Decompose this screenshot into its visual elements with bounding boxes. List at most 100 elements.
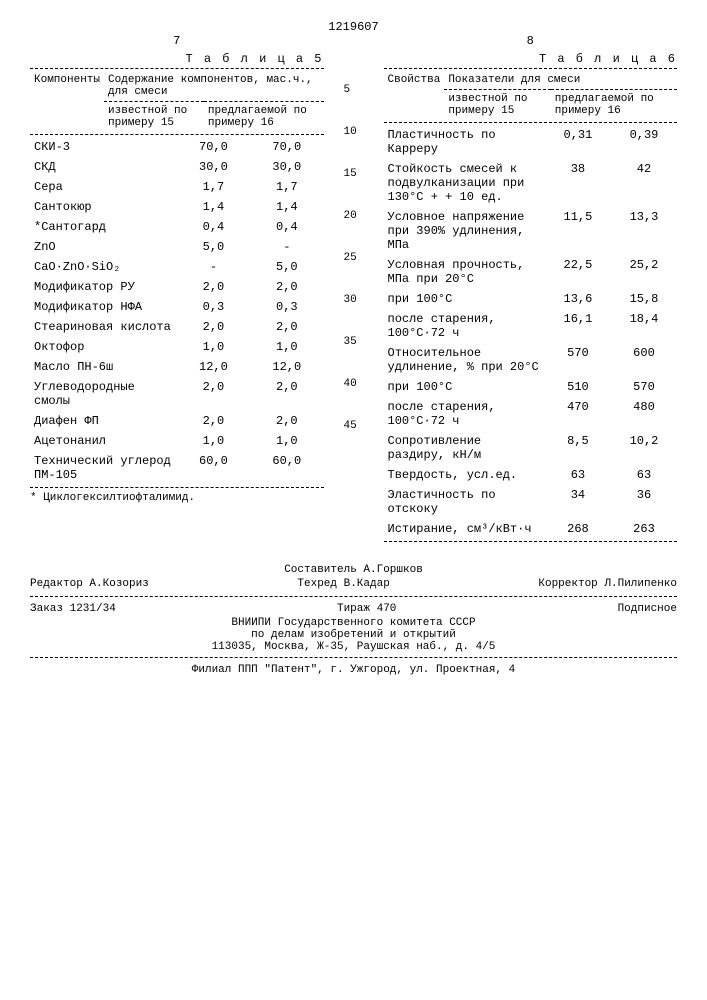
row-val1: 1,0 [177, 337, 250, 357]
table-row: СКД30,030,0 [30, 157, 324, 177]
table-row: Октофор1,01,0 [30, 337, 324, 357]
row-val2: 63 [611, 465, 677, 485]
marker: 40 [344, 378, 364, 390]
corrector: Корректор Л.Пилипенко [538, 578, 677, 590]
row-val1: 0,3 [177, 297, 250, 317]
row-val1: 63 [545, 465, 611, 485]
row-val1: 60,0 [177, 451, 250, 485]
t6-header-main: Свойства [384, 71, 445, 120]
table-row: Твердость, усл.ед.6363 [384, 465, 678, 485]
row-val2: 1,0 [250, 337, 323, 357]
row-label: СКД [30, 157, 177, 177]
row-val1: 2,0 [177, 317, 250, 337]
marker: 45 [344, 420, 364, 432]
row-label: CaO·ZnO·SiO₂ [30, 257, 177, 277]
tirazh: Тираж 470 [337, 603, 396, 615]
table-row: Сопротивление раздиру, кН/м8,510,2 [384, 431, 678, 465]
table-row: *Сантогард0,40,4 [30, 217, 324, 237]
table-row: CaO·ZnO·SiO₂-5,0 [30, 257, 324, 277]
table-row: Пластичность по Карреру0,310,39 [384, 125, 678, 159]
table-row: Технический углерод ПМ-10560,060,0 [30, 451, 324, 485]
row-label: Условная прочность, МПа при 20°С [384, 255, 545, 289]
row-val1: 570 [545, 343, 611, 377]
line-markers: 5 10 15 20 25 30 35 40 45 [344, 34, 364, 544]
marker: 30 [344, 294, 364, 306]
table-row: при 100°С13,615,8 [384, 289, 678, 309]
row-val1: 13,6 [545, 289, 611, 309]
row-label: Ацетонанил [30, 431, 177, 451]
row-label: Технический углерод ПМ-105 [30, 451, 177, 485]
row-val1: 2,0 [177, 377, 250, 411]
row-val2: 18,4 [611, 309, 677, 343]
row-val2: 60,0 [250, 451, 323, 485]
table5-title: Т а б л и ц а 5 [30, 52, 324, 66]
row-label: при 100°С [384, 289, 545, 309]
row-val2: 70,0 [250, 137, 323, 157]
row-val1: 0,4 [177, 217, 250, 237]
row-val2: 12,0 [250, 357, 323, 377]
row-val2: 570 [611, 377, 677, 397]
row-val1: 1,7 [177, 177, 250, 197]
row-label: Масло ПН-6ш [30, 357, 177, 377]
row-val2: 0,3 [250, 297, 323, 317]
table-row: Модификатор РУ2,02,0 [30, 277, 324, 297]
row-label: Пластичность по Карреру [384, 125, 545, 159]
row-val2: 0,39 [611, 125, 677, 159]
row-label: Относительное удлинение, % при 20°С [384, 343, 545, 377]
row-label: Сера [30, 177, 177, 197]
row-val1: 11,5 [545, 207, 611, 255]
row-label: Эластичность по отскоку [384, 485, 545, 519]
org1: ВНИИПИ Государственного комитета СССР [30, 617, 677, 629]
table-row: Стойкость смесей к подвулканизации при 1… [384, 159, 678, 207]
row-label: Стойкость смесей к подвулканизации при 1… [384, 159, 545, 207]
row-val1: 0,31 [545, 125, 611, 159]
table-row: Относительное удлинение, % при 20°С57060… [384, 343, 678, 377]
row-val1: 1,0 [177, 431, 250, 451]
t6-header-group: Показатели для смеси [444, 71, 677, 90]
table-row: Углеводородные смолы2,02,0 [30, 377, 324, 411]
row-val2: 42 [611, 159, 677, 207]
table-row: Условное напряжение при 390% удлинения, … [384, 207, 678, 255]
row-val2: 1,4 [250, 197, 323, 217]
row-val1: 30,0 [177, 157, 250, 177]
table-row: СКИ-370,070,0 [30, 137, 324, 157]
table-row: Истирание, см³/кВт·ч268263 [384, 519, 678, 539]
marker: 20 [344, 210, 364, 222]
t5-header-group: Содержание компонентов, мас.ч., для смес… [104, 71, 323, 102]
row-val2: 2,0 [250, 317, 323, 337]
row-val2: 1,0 [250, 431, 323, 451]
row-val1: 38 [545, 159, 611, 207]
table-row: Условная прочность, МПа при 20°С22,525,2 [384, 255, 678, 289]
t5-header-main: Компоненты [30, 71, 104, 132]
row-label: после старения, 100°С·72 ч [384, 397, 545, 431]
row-val1: 16,1 [545, 309, 611, 343]
table-row: Диафен ФП2,02,0 [30, 411, 324, 431]
row-label: Октофор [30, 337, 177, 357]
marker: 35 [344, 336, 364, 348]
table-row: Эластичность по отскоку3436 [384, 485, 678, 519]
marker: 10 [344, 126, 364, 138]
row-val1: 34 [545, 485, 611, 519]
row-val2: 36 [611, 485, 677, 519]
row-val2: 2,0 [250, 411, 323, 431]
t6-col1: известной по примеру 15 [444, 90, 550, 121]
left-column: 7 Т а б л и ц а 5 Компоненты Содержание … [30, 34, 324, 544]
tech: Техред В.Кадар [297, 578, 389, 590]
editor: Редактор А.Козориз [30, 578, 149, 590]
row-val2: 10,2 [611, 431, 677, 465]
addr2: Филиал ППП "Патент", г. Ужгород, ул. Про… [30, 664, 677, 676]
row-val1: 12,0 [177, 357, 250, 377]
row-val1: 70,0 [177, 137, 250, 157]
addr1: 113035, Москва, Ж-35, Раушская наб., д. … [30, 641, 677, 653]
row-val1: 5,0 [177, 237, 250, 257]
table6: Свойства Показатели для смеси известной … [384, 71, 678, 120]
table-row: Сантокюр1,41,4 [30, 197, 324, 217]
table-row: Масло ПН-6ш12,012,0 [30, 357, 324, 377]
row-val2: 30,0 [250, 157, 323, 177]
marker: 25 [344, 252, 364, 264]
row-val2: - [250, 237, 323, 257]
marker: 15 [344, 168, 364, 180]
t6-col2: предлагаемой по примеру 16 [551, 90, 677, 121]
row-label: Углеводородные смолы [30, 377, 177, 411]
subscribed: Подписное [618, 603, 677, 615]
